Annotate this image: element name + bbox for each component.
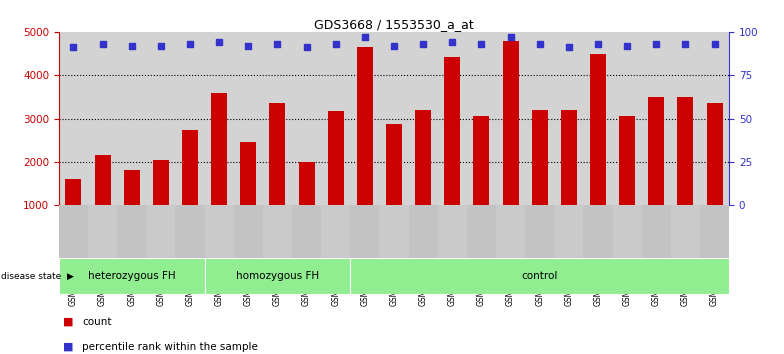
Point (446, 39, 459, 45)
Point (475, 41, 488, 47)
Point (300, 45, 313, 50)
Text: ■: ■ (63, 317, 73, 327)
Bar (357, 47, 373, 205)
Bar (408, 205, 437, 258)
Text: control: control (521, 271, 558, 281)
Bar (437, 205, 466, 258)
Text: heterozygous FH: heterozygous FH (88, 271, 176, 281)
Text: percentile rank within the sample: percentile rank within the sample (82, 342, 258, 352)
Point (67, 45, 80, 50)
Bar (328, 111, 343, 205)
Bar (700, 205, 729, 258)
Bar (211, 93, 227, 205)
Bar (88, 205, 117, 258)
Bar (182, 130, 198, 205)
Bar (590, 53, 606, 205)
Point (621, 43, 633, 48)
Bar (234, 205, 263, 258)
Bar (176, 205, 205, 258)
Bar (496, 205, 525, 258)
Point (679, 41, 691, 47)
Text: ■: ■ (63, 342, 73, 352)
Point (504, 34, 517, 40)
Bar (554, 205, 583, 258)
Point (183, 41, 196, 47)
Text: homozygous FH: homozygous FH (236, 271, 319, 281)
Bar (240, 142, 256, 205)
Bar (648, 97, 664, 205)
Text: count: count (82, 317, 112, 327)
Bar (65, 179, 82, 205)
Bar (350, 258, 729, 294)
Bar (671, 205, 700, 258)
Point (650, 41, 662, 47)
Point (563, 45, 575, 50)
Bar (706, 103, 723, 205)
Bar (474, 116, 489, 205)
Point (242, 43, 255, 48)
Title: GDS3668 / 1553530_a_at: GDS3668 / 1553530_a_at (314, 18, 474, 31)
Bar (503, 41, 518, 205)
Bar (386, 124, 402, 205)
Bar (415, 110, 431, 205)
Bar (205, 258, 350, 294)
Bar (619, 116, 635, 205)
Bar (466, 205, 496, 258)
Point (592, 41, 604, 47)
Bar (525, 205, 554, 258)
Point (212, 39, 225, 45)
Bar (561, 110, 577, 205)
Bar (350, 205, 379, 258)
Bar (124, 170, 140, 205)
Point (358, 34, 371, 40)
Bar (205, 205, 234, 258)
Point (329, 41, 342, 47)
Bar (95, 155, 111, 205)
Point (417, 41, 430, 47)
Bar (299, 161, 314, 205)
Bar (270, 103, 285, 205)
Bar (379, 205, 408, 258)
Bar (641, 205, 671, 258)
Bar (153, 160, 169, 205)
Point (708, 41, 720, 47)
Bar (677, 97, 693, 205)
Bar (292, 205, 321, 258)
Text: disease state  ▶: disease state ▶ (1, 272, 74, 281)
Point (387, 43, 400, 48)
Point (96, 41, 109, 47)
Point (125, 43, 138, 48)
Bar (532, 110, 548, 205)
Bar (263, 205, 292, 258)
Point (154, 43, 167, 48)
Bar (59, 258, 205, 294)
Point (271, 41, 284, 47)
Bar (321, 205, 350, 258)
Bar (612, 205, 641, 258)
Bar (59, 205, 88, 258)
Point (533, 41, 546, 47)
Bar (147, 205, 176, 258)
Bar (117, 205, 147, 258)
Bar (583, 205, 612, 258)
Bar (445, 57, 460, 205)
